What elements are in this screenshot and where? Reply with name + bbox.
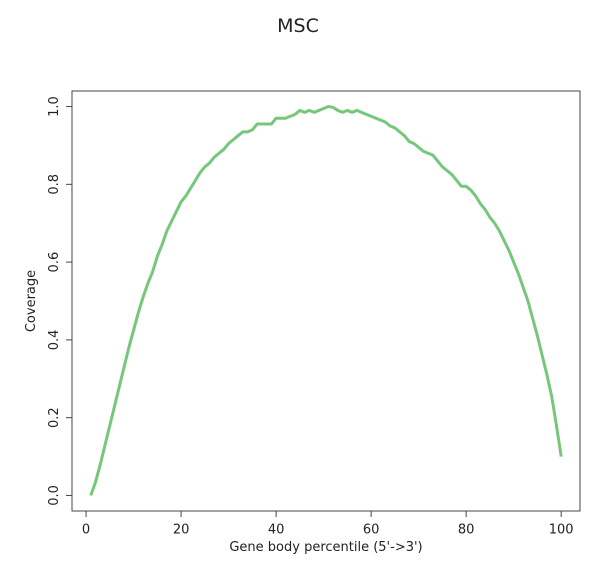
x-tick-label: 100 — [549, 523, 574, 538]
y-tick-label: 0.2 — [47, 407, 62, 428]
y-tick-label: 0.0 — [47, 485, 62, 506]
x-axis-label: Gene body percentile (5'->3') — [229, 540, 422, 555]
line — [89, 105, 563, 496]
x-tick-label: 60 — [363, 523, 380, 538]
plot-frame — [71, 90, 581, 512]
x-tick-label: 40 — [268, 523, 285, 538]
y-tick-label: 1.0 — [47, 96, 62, 117]
x-tick-label: 0 — [82, 523, 90, 538]
x-tick-label: 20 — [173, 523, 190, 538]
y-tick-label: 0.8 — [47, 174, 62, 195]
y-axis-label: Coverage — [24, 270, 39, 332]
x-tick-label: 80 — [458, 523, 475, 538]
chart-title: MSC — [277, 15, 319, 37]
y-tick-label: 0.4 — [47, 330, 62, 351]
y-tick-label: 0.6 — [47, 252, 62, 273]
